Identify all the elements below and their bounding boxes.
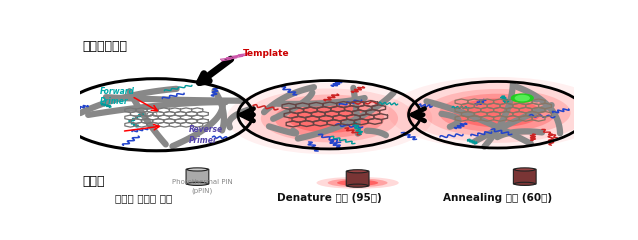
Ellipse shape [454,98,542,127]
Ellipse shape [347,184,368,187]
Ellipse shape [424,89,570,137]
Ellipse shape [514,182,535,186]
Ellipse shape [288,104,371,133]
Circle shape [238,81,421,149]
Text: Template: Template [243,49,290,58]
Ellipse shape [388,77,607,149]
Circle shape [60,79,253,151]
Ellipse shape [187,168,208,171]
Ellipse shape [514,168,535,171]
Circle shape [516,96,529,101]
Ellipse shape [244,89,415,148]
Ellipse shape [439,94,556,132]
Ellipse shape [226,83,433,154]
Ellipse shape [187,182,208,186]
Ellipse shape [347,170,368,173]
Ellipse shape [328,179,387,187]
Text: 폴리머: 폴리머 [82,175,105,188]
Ellipse shape [406,83,589,143]
Ellipse shape [274,99,384,138]
Ellipse shape [337,180,378,186]
Text: rGO: rGO [145,112,158,118]
Text: 폴리머 입자의 구성: 폴리머 입자의 구성 [115,193,173,204]
Text: Reverse
Primer: Reverse Primer [189,125,223,145]
Circle shape [408,81,586,148]
Ellipse shape [316,177,399,189]
Text: Denature 과정 (95도): Denature 과정 (95도) [277,193,382,204]
FancyBboxPatch shape [346,171,369,186]
Ellipse shape [261,95,398,142]
Text: Forward
Primer: Forward Primer [100,87,135,106]
Text: Annealing 과정 (60도): Annealing 과정 (60도) [443,193,552,204]
Text: (pPIN): (pPIN) [192,188,213,194]
FancyBboxPatch shape [186,169,209,184]
Circle shape [512,94,533,102]
Text: Photothermal PIN: Photothermal PIN [172,179,233,185]
FancyBboxPatch shape [514,169,536,184]
Text: 광열나노소재: 광열나노소재 [82,40,127,53]
